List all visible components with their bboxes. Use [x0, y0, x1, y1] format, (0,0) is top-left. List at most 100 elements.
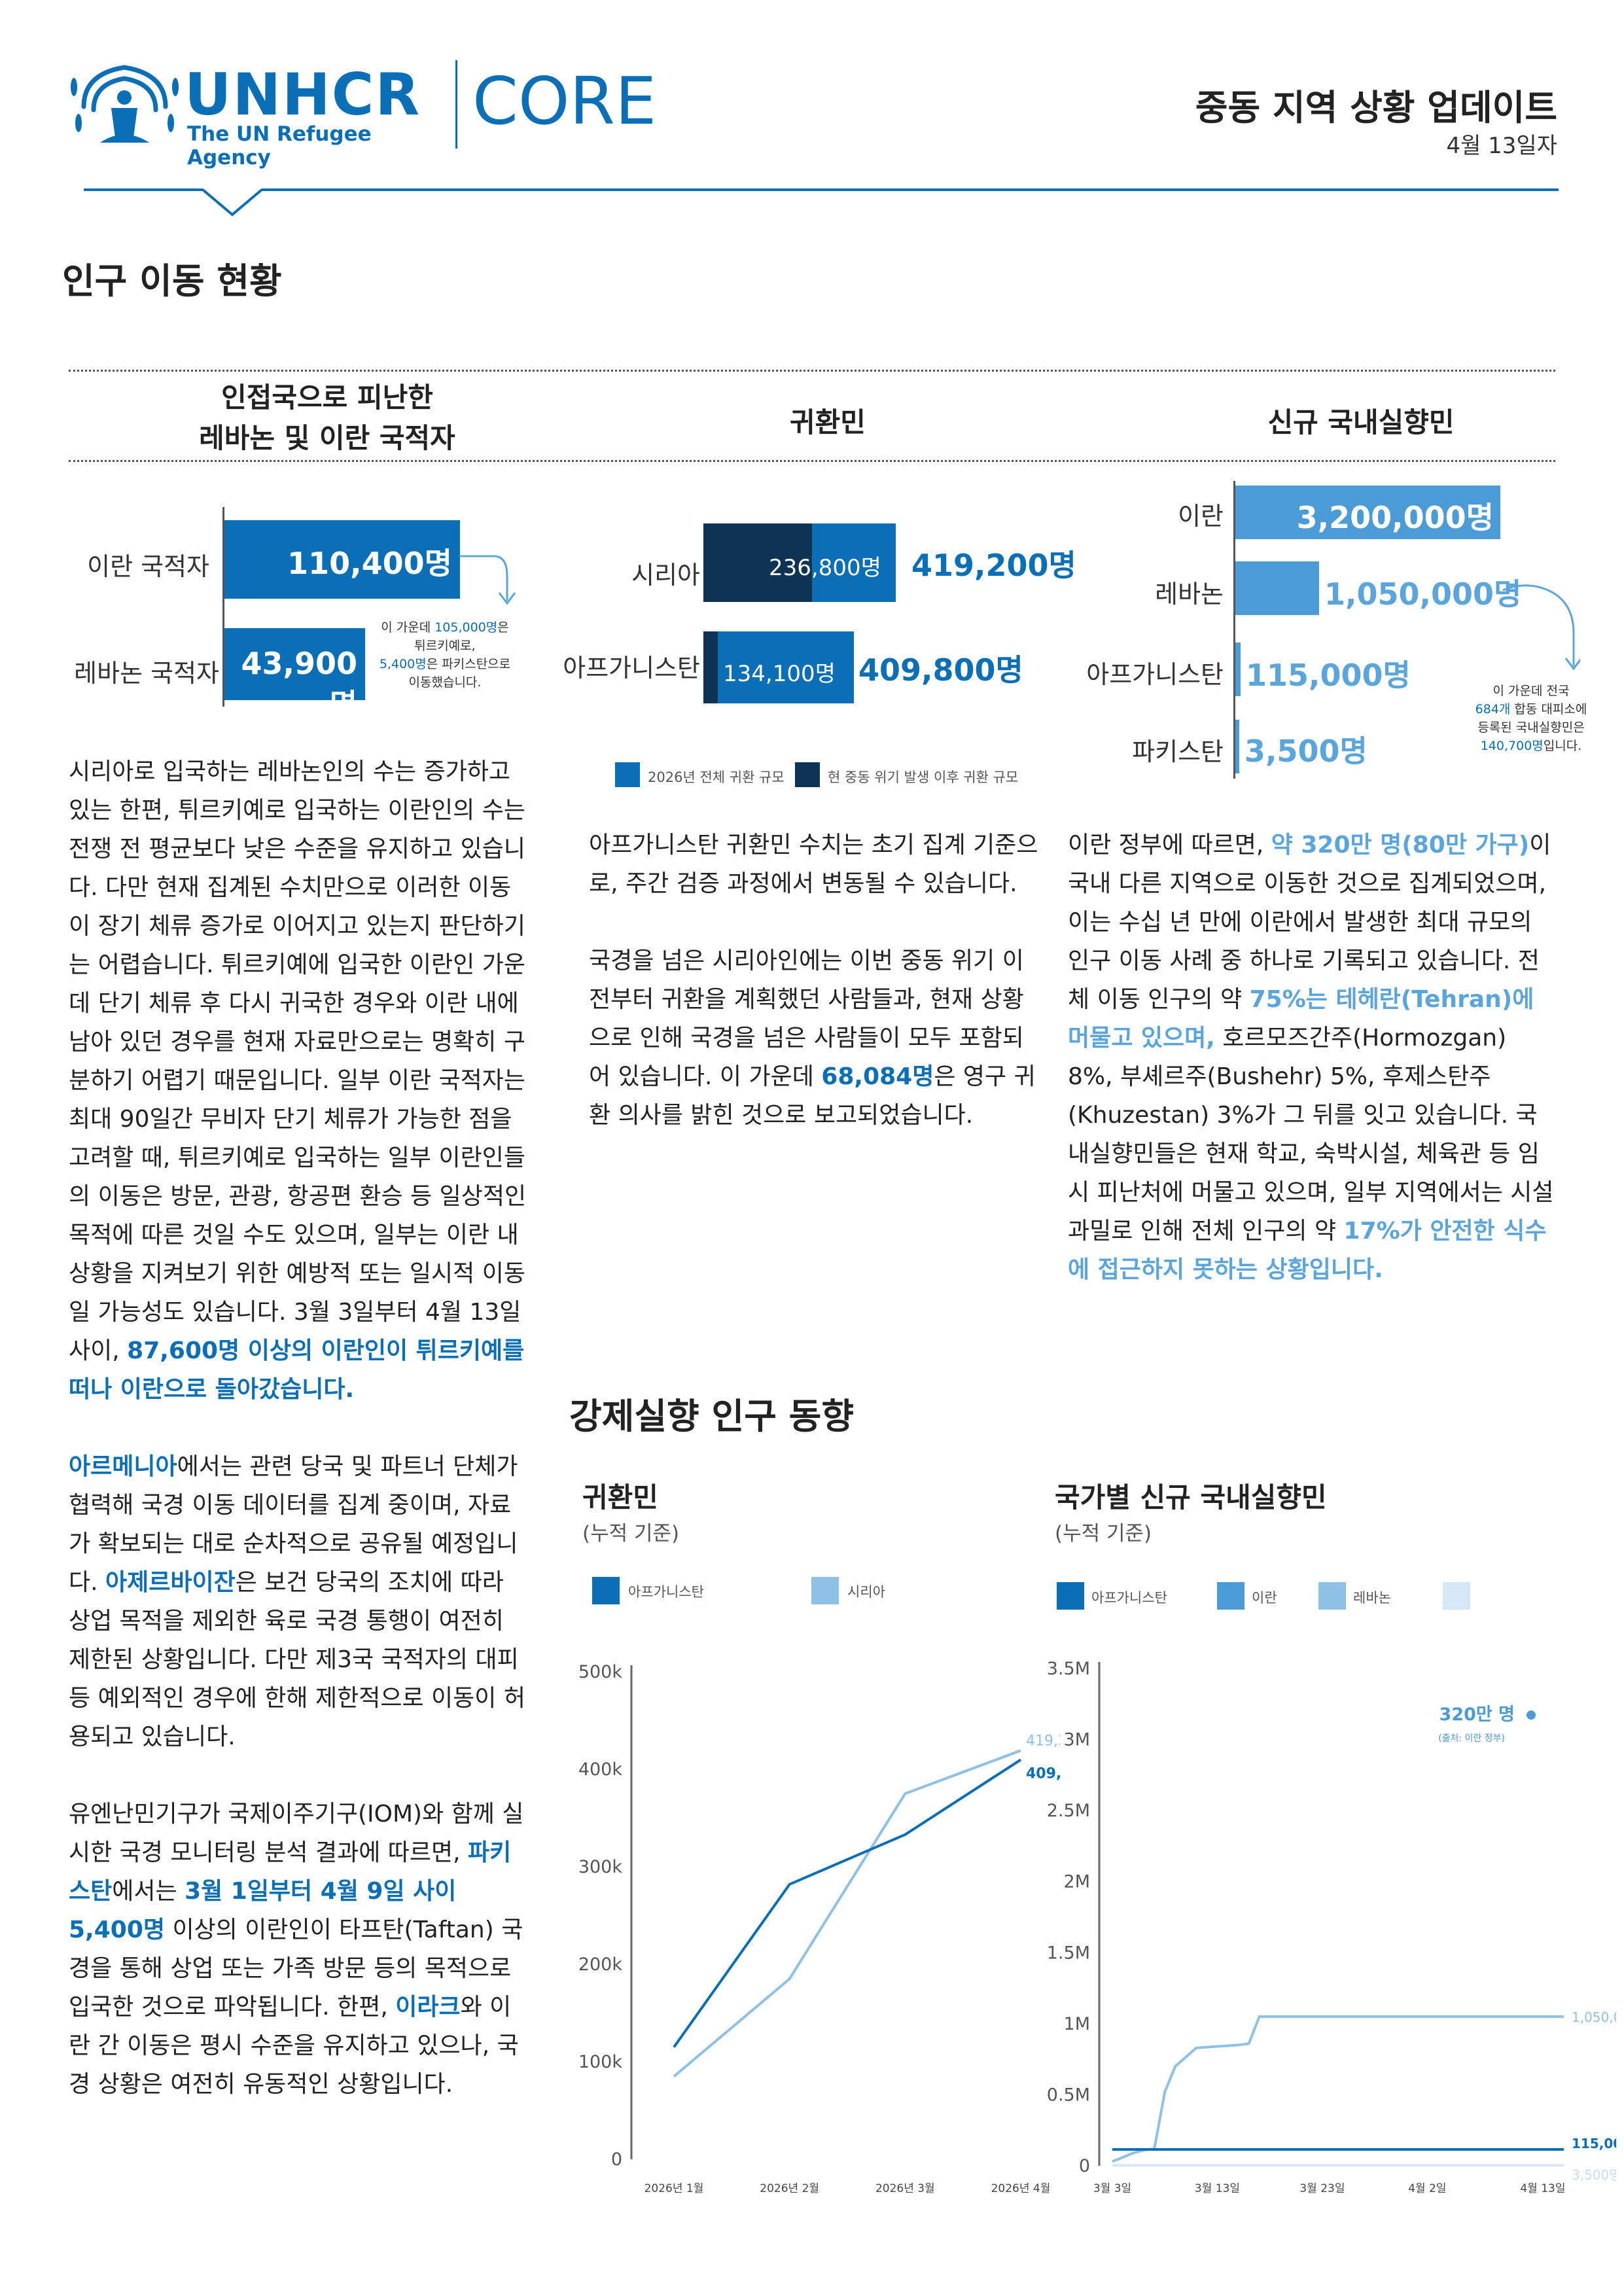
chart1-legend-syria: 시리아	[847, 1584, 885, 1600]
chart1-xtick: 2026년 2월	[760, 2182, 819, 2195]
col1-note: 이 가운데 105,000명은 튀르키예로, 5,400명은 파키스탄으로 이동…	[379, 620, 511, 690]
chart2-legend-other-swatch	[1443, 1582, 1470, 1610]
value-afghanistan-idp: 115,000명	[1246, 658, 1411, 693]
value-lebanon-nationals: 43,900명	[241, 646, 357, 722]
chart1-xtick: 2026년 4월	[991, 2182, 1051, 2195]
chart-returnees: 0 100k 200k 300k 400k 500k 2026년 1월 2026년 2월 202…	[578, 1662, 1060, 2195]
page-date: 4월 13일자	[1446, 133, 1557, 159]
chart2-ytick: 0.5M	[1047, 2085, 1090, 2105]
chart2-ytick: 2.5M	[1047, 1801, 1090, 1821]
chart2-ytick: 2M	[1064, 1872, 1090, 1892]
chart2-iran-point	[1527, 1710, 1536, 1720]
chart2-ytick: 1.5M	[1047, 1943, 1090, 1963]
chart1-series-line	[673, 1758, 1022, 2048]
col3-label-iran: 이란	[1178, 502, 1224, 531]
chart2-xtick: 3월 3일	[1093, 2182, 1131, 2195]
header-rule-notch	[203, 188, 262, 217]
text-middle: 아프가니스탄 귀환민 수치는 초기 집계 기준으로, 주간 검증 과정에서 변동…	[589, 826, 1040, 1173]
chart1-legend-afghanistan: 아프가니스탄	[628, 1584, 704, 1600]
dotted-divider-bottom	[69, 460, 1555, 462]
chart1-xtick: 2026년 1월	[644, 2182, 704, 2195]
legend-total-label: 2026년 전체 귀환 규모	[648, 769, 785, 785]
chart2-ytick: 1M	[1064, 2014, 1090, 2034]
chart1-ytick: 300k	[578, 1857, 623, 1877]
bar-iran-nationals	[224, 520, 460, 599]
dotted-divider-top	[69, 370, 1555, 372]
chart2-legend-lebanon: 레바논	[1353, 1590, 1391, 1606]
paragraph-turkiye: 시리아로 입국하는 레바논인의 수는 증가하고 있는 한편, 튀르키예로 입국하…	[69, 758, 527, 1403]
logo-tagline: The UN Refugee Agency	[187, 122, 372, 169]
chart1-label-syria: 419,200명	[1026, 1733, 1060, 1749]
chart1-legend-afghanistan-swatch	[592, 1577, 620, 1604]
col3-label-afghanistan: 아프가니스탄	[1086, 660, 1224, 689]
col1-title: 인접국으로 피난한 레바논 및 이란 국적자	[199, 381, 455, 454]
value-afghanistan-total: 409,800명	[858, 652, 1023, 688]
section-title: 인구 이동 현황	[62, 260, 282, 302]
legend-crisis-swatch	[795, 762, 820, 787]
logo-divider	[455, 60, 457, 149]
col2-label-syria: 시리아	[631, 561, 700, 590]
col1-axis	[222, 507, 224, 707]
chart2-ytick: 3M	[1064, 1730, 1090, 1750]
chart1-ytick: 100k	[578, 2052, 623, 2072]
trends-title: 강제실향 인구 동향	[569, 1396, 855, 1437]
legend-crisis-label: 현 중동 위기 발생 이후 귀환 규모	[828, 769, 1019, 785]
value-afghanistan-since-crisis: 134,100명	[723, 661, 836, 687]
refugee-emblem-icon	[71, 65, 179, 143]
chart2-title: 국가별 신규 국내실향민	[1055, 1481, 1327, 1513]
bar-iran-idp	[1235, 486, 1500, 539]
value-lebanon-idp: 1,050,000명	[1324, 576, 1522, 612]
bar-syria-since-crisis	[703, 523, 812, 602]
text-right: 이란 정부에 따르면, 약 320만 명(80만 가구)이 국내 다른 지역으로…	[1068, 826, 1559, 1328]
col3-label-pakistan: 파키스탄	[1132, 737, 1224, 766]
chart1-label-afghanistan: 409,800명	[1026, 1765, 1060, 1782]
value-iran-idp: 3,200,000명	[1296, 500, 1494, 535]
bar-pakistan-idp	[1235, 720, 1239, 773]
chart1-ytick: 400k	[578, 1759, 623, 1780]
col3-label-lebanon: 레바논	[1155, 580, 1224, 609]
col2-label-afghanistan: 아프가니스탄	[563, 654, 700, 682]
col1-arrow-icon	[459, 555, 516, 605]
chart2-iran-source: (출처: 이란 정부)	[1438, 1733, 1505, 1744]
chart2-legend-afghanistan-swatch	[1057, 1582, 1084, 1610]
chart2-xtick: 3월 13일	[1195, 2182, 1240, 2195]
bar-lebanon-nationals	[224, 628, 365, 700]
paragraph-pakistan: 유엔난민기구가 국제이주기구(IOM)와 함께 실시한 국경 모니터링 분석 결…	[69, 1801, 524, 2098]
chart2-label-afghanistan: 115,000명	[1572, 2136, 1616, 2151]
chart2-iran-label: 320만 명	[1439, 1704, 1515, 1725]
col2-title: 귀환민	[790, 406, 866, 438]
text-left: 시리아로 입국하는 레바논인의 수는 증가하고 있는 한편, 튀르키예로 입국하…	[69, 752, 530, 2142]
bar-afghanistan-total	[703, 631, 854, 703]
paragraph-syrian-returnees: 국경을 넘은 시리아인에는 이번 중동 위기 이전부터 귀환을 계획했던 사람들…	[589, 947, 1036, 1129]
chart2-ytick: 3.5M	[1047, 1659, 1090, 1679]
value-syria-total: 419,200명	[911, 548, 1076, 583]
chart1-ytick: 500k	[578, 1662, 623, 1682]
col1-label-lebanon: 레바논 국적자	[74, 659, 219, 688]
paragraph-afghan-returnees: 아프가니스탄 귀환민 수치는 초기 집계 기준으로, 주간 검증 과정에서 변동…	[589, 832, 1038, 897]
chart2-legend-afghanistan: 아프가니스탄	[1091, 1590, 1167, 1606]
chart1-subtitle: (누적 기준)	[582, 1522, 680, 1545]
chart-new-idps: 0 0.5M 1M 1.5M 2M 2.5M 3M 3.5M 3월 3일 3월 13일 3월 23일…	[1047, 1659, 1616, 2195]
chart2-legend-iran: 이란	[1252, 1590, 1277, 1606]
chart2-legend-lebanon-swatch	[1318, 1582, 1346, 1610]
paragraph-armenia: 아르메니아에서는 관련 당국 및 파트너 단체가 협력해 국경 이동 데이터를 …	[69, 1453, 525, 1750]
chart2-ytick: 0	[1079, 2156, 1090, 2176]
paragraph-iran-idp: 이란 정부에 따르면, 약 320만 명(80만 가구)이 국내 다른 지역으로…	[1068, 832, 1554, 1283]
col1-label-iran: 이란 국적자	[87, 552, 209, 581]
page-title: 중동 지역 상황 업데이트	[1195, 87, 1557, 128]
col3-axis	[1233, 481, 1235, 779]
chart2-label-other: 3,500명	[1572, 2167, 1616, 2183]
logo-core: CORE	[472, 63, 657, 139]
chart1-ytick: 0	[611, 2149, 622, 2170]
chart2-xtick: 3월 23일	[1299, 2182, 1345, 2195]
chart1-title: 귀환민	[582, 1481, 658, 1513]
chart2-label-lebanon: 1,050,000명	[1572, 2009, 1616, 2025]
chart1-legend-syria-swatch	[811, 1577, 839, 1604]
chart1-series-line	[673, 1749, 1021, 2077]
col3-arrow-icon	[1502, 584, 1580, 671]
value-iran-nationals: 110,400명	[287, 546, 452, 581]
logo-org: UNHCR	[185, 61, 421, 128]
chart2-xtick: 4월 13일	[1520, 2182, 1565, 2195]
chart2-subtitle: (누적 기준)	[1055, 1522, 1152, 1545]
value-syria-since-crisis: 236,800명	[769, 555, 881, 581]
